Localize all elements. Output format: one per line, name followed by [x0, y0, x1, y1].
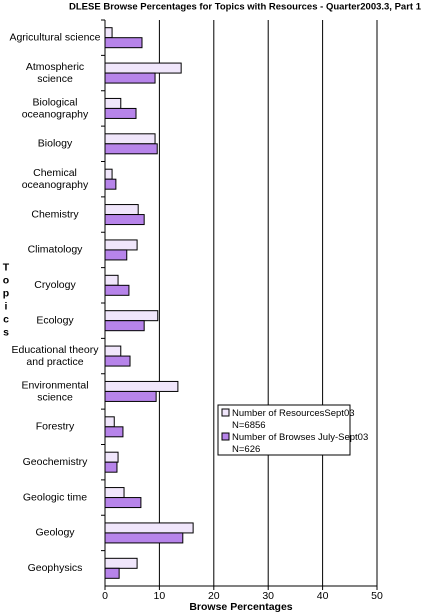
y-tick-label: Atmospheric science: [26, 61, 84, 85]
bar: [104, 426, 124, 438]
y-tick-label: Chemical oceanography: [22, 167, 89, 191]
x-tick-label: 0: [102, 590, 108, 602]
legend: [217, 404, 351, 456]
legend-swatch: [221, 408, 230, 417]
x-tick-label: 50: [371, 590, 383, 602]
y-tick-label: Forestry: [36, 421, 75, 433]
bar: [104, 27, 113, 39]
bar: [104, 133, 156, 145]
bar: [104, 355, 131, 367]
bar: [104, 239, 138, 251]
chart-title: DLESE Browse Percentages for Topics with…: [69, 2, 422, 13]
bar: [104, 522, 194, 534]
bar: [104, 320, 145, 332]
bar: [104, 451, 119, 463]
y-tick-label: Geochemistry: [23, 456, 89, 468]
y-tick-label: Environmental science: [21, 379, 88, 403]
bar: [104, 310, 159, 322]
bar: [104, 461, 118, 473]
x-tick-label: 40: [317, 590, 329, 602]
y-tick-label: Biology: [38, 138, 73, 150]
y-tick-label: Climatology: [28, 244, 84, 256]
x-axis-title: Browse Percentages: [189, 601, 292, 613]
y-tick-label: Geology: [35, 527, 75, 539]
bar: [104, 204, 139, 216]
bar: [104, 284, 130, 296]
bar: [104, 143, 158, 155]
x-tick-label: 20: [208, 590, 220, 602]
y-tick-label: Geologic time: [23, 491, 87, 503]
y-tick-label: Cryology: [34, 279, 76, 291]
bar: [104, 168, 113, 180]
y-tick-label: Geophysics: [28, 562, 83, 574]
bar: [104, 178, 117, 190]
bar: [104, 416, 115, 428]
bar: [104, 37, 143, 49]
bar: [104, 72, 156, 84]
y-tick-label: Agricultural science: [9, 31, 100, 43]
bar: [104, 345, 122, 357]
y-tick-label: Educational theory and practice: [12, 344, 100, 368]
bar: [104, 567, 120, 579]
legend-swatch: [221, 432, 230, 441]
y-tick-label: Biological oceanography: [22, 96, 89, 120]
plot-area: [105, 20, 377, 586]
bar: [104, 62, 182, 74]
y-tick-label: Ecology: [36, 314, 74, 326]
bar: [104, 497, 142, 509]
bar: [104, 532, 184, 544]
bar: [104, 380, 179, 392]
legend-label: Number of ResourcesSept03 N=6856: [232, 408, 355, 431]
y-tick-label: Chemistry: [31, 208, 79, 220]
bar: [104, 97, 122, 109]
bar: [104, 214, 145, 226]
bar: [104, 249, 128, 261]
bar: [104, 107, 137, 119]
bar: [104, 390, 157, 402]
bar: [104, 274, 119, 286]
bar: [104, 487, 125, 499]
legend-label: Number of Browses July-Sept03 N=626: [232, 432, 368, 455]
x-tick-label: 10: [154, 590, 166, 602]
x-tick-label: 30: [262, 590, 274, 602]
bar: [104, 557, 138, 569]
